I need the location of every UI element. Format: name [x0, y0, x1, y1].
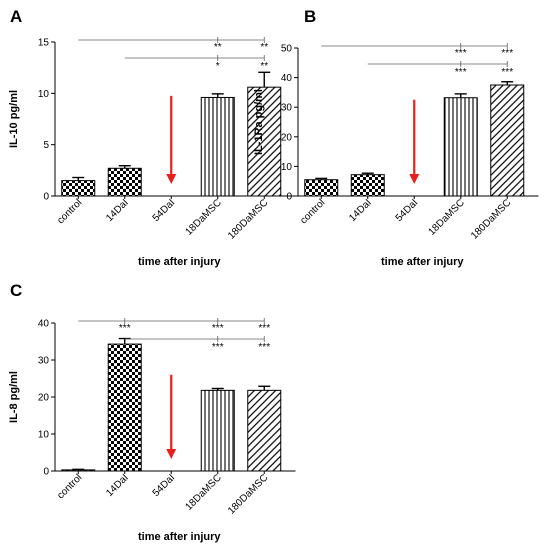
category-label: 18DaMSC: [183, 472, 223, 512]
category-label: 14DaI: [104, 197, 131, 224]
x-axis-label: time after injury: [138, 256, 221, 268]
bar-14dai: [107, 343, 142, 472]
category-label: 18DaMSC: [426, 197, 466, 237]
y-tick-label: 10: [38, 89, 50, 100]
y-tick-label: 0: [43, 192, 49, 203]
category-label: control: [55, 197, 84, 226]
significance-label: ***: [212, 323, 224, 334]
bar-180damsc: [490, 84, 525, 197]
panel-letter: B: [304, 7, 316, 26]
y-tick-label: 5: [43, 140, 49, 151]
significance-label: ***: [258, 323, 270, 334]
significance-label: ***: [501, 48, 513, 59]
category-label: 54DaI: [151, 472, 178, 499]
y-tick-label: 40: [38, 319, 50, 330]
y-tick-label: 50: [281, 44, 293, 55]
bar-control: [61, 469, 96, 472]
x-axis-label: time after injury: [381, 256, 464, 268]
bar-14dai: [107, 167, 142, 197]
significance-label: ***: [258, 342, 270, 353]
y-tick-label: 20: [38, 393, 50, 404]
category-label: control: [55, 472, 84, 501]
bar-control: [61, 180, 96, 197]
category-label: 180DaMSC: [226, 472, 270, 516]
bar-14dai: [350, 174, 385, 197]
significance-label: *: [216, 61, 220, 72]
y-tick-label: 15: [38, 38, 50, 49]
significance-label: **: [214, 42, 222, 53]
category-label: 180DaMSC: [226, 197, 270, 241]
significance-label: ***: [212, 342, 224, 353]
y-axis-label: IL-8 pg/ml: [8, 371, 20, 423]
y-tick-label: 0: [43, 467, 49, 478]
y-axis-label: IL-10 pg/ml: [8, 90, 20, 148]
bar-180damsc: [247, 86, 282, 197]
category-label: 180DaMSC: [469, 197, 513, 241]
significance-label: ***: [501, 67, 513, 78]
bar-18damsc: [200, 389, 235, 472]
category-label: 54DaI: [394, 197, 421, 224]
category-label: control: [298, 197, 327, 226]
category-label: 54DaI: [151, 197, 178, 224]
chart-panel-b: B 0 10 20 30 40 50 IL-1Ra pg/ml time after injur…: [253, 7, 539, 268]
x-axis-label: time after injury: [138, 531, 221, 543]
chart-panels: A 0 5 10 15 IL-10 pg/ml time after injury contr…: [8, 7, 539, 543]
y-tick-label: 0: [286, 192, 292, 203]
category-label: 18DaMSC: [183, 197, 223, 237]
y-tick-label: 30: [281, 103, 293, 114]
bar-18damsc: [443, 97, 478, 197]
significance-label: ***: [455, 67, 467, 78]
category-label: 14DaI: [104, 472, 131, 499]
y-tick-label: 10: [38, 430, 50, 441]
significance-label: **: [260, 61, 268, 72]
red-arrow-head: [166, 449, 177, 459]
y-tick-label: 40: [281, 73, 293, 84]
y-tick-label: 10: [281, 162, 293, 173]
y-tick-label: 20: [281, 132, 293, 143]
bar-control: [304, 179, 339, 197]
panel-letter: A: [10, 7, 22, 26]
y-tick-label: 30: [38, 356, 50, 367]
bar-18damsc: [200, 96, 235, 197]
red-arrow-head: [409, 174, 420, 184]
significance-label: ***: [119, 323, 131, 334]
significance-label: ***: [455, 48, 467, 59]
significance-label: **: [260, 42, 268, 53]
category-label: 14DaI: [347, 197, 374, 224]
bar-180damsc: [247, 389, 282, 472]
red-arrow-head: [166, 174, 177, 184]
y-axis-label: IL-1Ra pg/ml: [253, 89, 265, 155]
panel-letter: C: [10, 281, 22, 300]
chart-panel-c: C 0 10 20 30 40 IL-8 pg/ml time after injury con…: [8, 281, 296, 543]
